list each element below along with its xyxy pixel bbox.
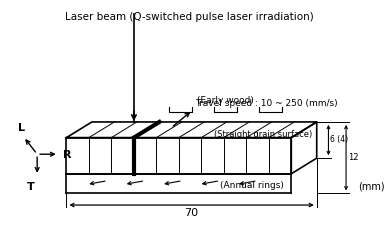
Text: L: L xyxy=(18,123,25,133)
Text: Travel speed : 10 ~ 250 (mm/s): Travel speed : 10 ~ 250 (mm/s) xyxy=(196,99,338,108)
Text: R: R xyxy=(62,150,71,160)
Text: Laser beam (Q-switched pulse laser irradiation): Laser beam (Q-switched pulse laser irrad… xyxy=(65,12,314,23)
Text: 12: 12 xyxy=(348,153,359,162)
Text: T: T xyxy=(26,182,34,192)
Text: (Annual rings): (Annual rings) xyxy=(220,181,284,190)
Text: (Early wood): (Early wood) xyxy=(197,96,254,105)
Text: 6 (4): 6 (4) xyxy=(331,135,348,144)
Text: 70: 70 xyxy=(185,208,199,218)
Text: (mm): (mm) xyxy=(358,181,385,191)
Text: (Straight grain surface): (Straight grain surface) xyxy=(213,130,312,139)
